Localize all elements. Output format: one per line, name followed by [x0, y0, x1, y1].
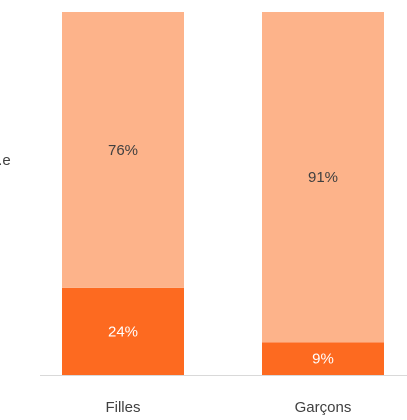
bar-segment [62, 287, 184, 375]
bar-segment [62, 12, 184, 288]
bar-segment [262, 12, 384, 343]
bar-segment [262, 342, 384, 375]
data-label: 91% [308, 169, 338, 186]
annotation: t.e [0, 152, 11, 169]
x-tick-label: Filles [105, 399, 140, 416]
data-label: 24% [108, 323, 138, 340]
data-label: 76% [108, 142, 138, 159]
data-label: 9% [312, 351, 334, 368]
x-tick-label: Garçons [295, 399, 352, 416]
